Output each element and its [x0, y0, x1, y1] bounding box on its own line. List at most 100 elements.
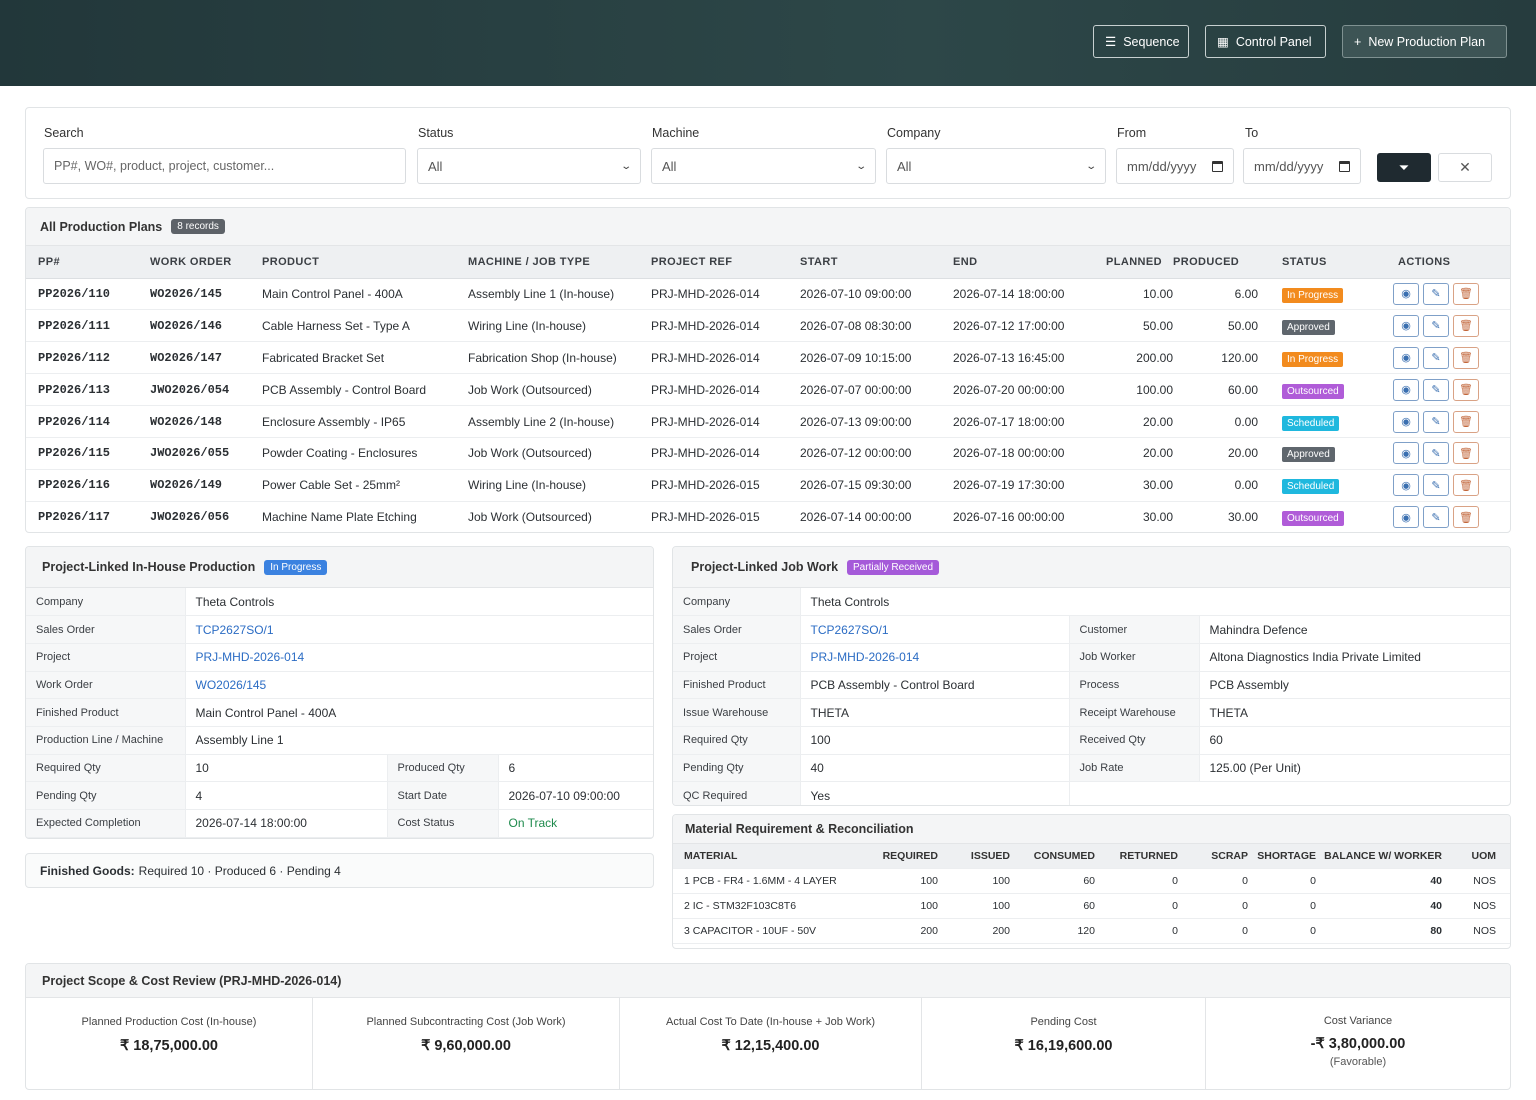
job-work-receipt-warehouse: THETA — [1199, 698, 1510, 727]
inhouse-status-badge: In Progress — [264, 559, 328, 575]
table-row: 2 IC - STM32F103C8T6 100 100 60 0 0 0 40 NOS — [673, 893, 1510, 919]
required-qty: 200 — [868, 918, 938, 944]
shortage-qty: 0 — [1248, 893, 1316, 919]
table-row[interactable]: PP2026/115 JWO2026/055 Powder Coating - En… — [26, 437, 1510, 470]
actions-cell: ◉ ✎ 🗑 — [1374, 309, 1510, 343]
shortage-qty: 0 — [1248, 918, 1316, 944]
table-row[interactable]: PP2026/114 WO2026/148 Enclosure Assembly -… — [26, 405, 1510, 438]
delete-button[interactable]: 🗑 — [1453, 378, 1479, 401]
start-date: 2026-07-10 09:00:00 — [800, 278, 953, 311]
col-issued: ISSUED — [938, 844, 1010, 869]
planned-qty: 30.00 — [1106, 501, 1173, 532]
table-row[interactable]: PP2026/112 WO2026/147 Fabricated Bracket S… — [26, 341, 1510, 375]
status-cell: Approved — [1258, 437, 1374, 470]
from-date-input[interactable]: mm/dd/yyyy — [1116, 148, 1234, 184]
product: Fabricated Bracket Set — [262, 341, 468, 375]
job-work-sales-order-link[interactable]: TCP2627SO/1 — [800, 615, 1069, 644]
delete-button[interactable]: 🗑 — [1453, 442, 1479, 465]
finished-goods-label: Finished Goods: — [40, 863, 135, 878]
table-row[interactable]: PP2026/117 JWO2026/056 Machine Name Plate … — [26, 501, 1510, 532]
view-button[interactable]: ◉ — [1393, 506, 1419, 529]
inhouse-work-order-link[interactable]: WO2026/145 — [185, 671, 653, 700]
edit-button[interactable]: ✎ — [1423, 506, 1449, 529]
detail-label: Finished Product — [26, 698, 186, 727]
inhouse-project-link[interactable]: PRJ-MHD-2026-014 — [185, 643, 653, 672]
table-row[interactable]: PP2026/116 WO2026/149 Power Cable Set - 25… — [26, 469, 1510, 502]
calendar-icon[interactable] — [1212, 160, 1223, 172]
uom: NOS — [1442, 918, 1510, 944]
detail-row: Finished Product PCB Assembly - Control B… — [673, 671, 1510, 700]
edit-button[interactable]: ✎ — [1423, 442, 1449, 465]
view-button[interactable]: ◉ — [1393, 410, 1419, 433]
detail-label: Sales Order — [26, 615, 186, 644]
view-button[interactable]: ◉ — [1393, 474, 1419, 497]
planned-qty: 100.00 — [1106, 373, 1173, 407]
search-input[interactable]: PP#, WO#, product, project, customer... — [43, 148, 406, 184]
status-cell: Scheduled — [1258, 405, 1374, 438]
edit-button[interactable]: ✎ — [1423, 378, 1449, 401]
edit-button[interactable]: ✎ — [1423, 410, 1449, 433]
produced-qty: 0.00 — [1173, 469, 1258, 502]
detail-label: Pending Qty — [26, 781, 186, 810]
job-work-customer: Mahindra Defence — [1199, 615, 1510, 644]
inhouse-cost-status: On Track — [498, 809, 653, 838]
machine-select[interactable]: All ⌄ — [651, 148, 876, 184]
new-production-plan-button[interactable]: + New Production Plan — [1342, 25, 1507, 58]
status-select[interactable]: All ⌄ — [417, 148, 641, 184]
sequence-button[interactable]: ☰ Sequence — [1093, 25, 1189, 58]
trash-icon: 🗑 — [1459, 288, 1473, 301]
view-button[interactable]: ◉ — [1393, 442, 1419, 465]
trash-icon: 🗑 — [1459, 384, 1473, 397]
inhouse-details-table: Company Theta Controls Sales Order TCP2627… — [26, 588, 653, 838]
edit-button[interactable]: ✎ — [1423, 314, 1449, 337]
col-produced: PRODUCED — [1173, 246, 1258, 279]
apply-filter-button[interactable]: ⏷ — [1377, 153, 1431, 182]
start-date: 2026-07-15 09:30:00 — [800, 469, 953, 502]
chevron-down-icon: ⌄ — [619, 160, 632, 172]
control-panel-button[interactable]: ▦ Control Panel — [1205, 25, 1326, 58]
project-ref: PRJ-MHD-2026-014 — [651, 309, 800, 343]
work-order: WO2026/147 — [150, 341, 262, 375]
to-date-input[interactable]: mm/dd/yyyy — [1243, 148, 1361, 184]
machine-job-type: Assembly Line 2 (In-house) — [468, 405, 651, 438]
material-name: 1 PCB - FR4 - 1.6MM - 4 LAYER — [673, 868, 868, 894]
actual-cost-to-date: Actual Cost To Date (In-house + Job Work… — [620, 997, 922, 1089]
edit-button[interactable]: ✎ — [1423, 474, 1449, 497]
delete-button[interactable]: 🗑 — [1453, 346, 1479, 369]
actions-cell: ◉ ✎ 🗑 — [1374, 405, 1510, 438]
table-row[interactable]: PP2026/110 WO2026/145 Main Control Panel -… — [26, 278, 1510, 311]
table-row[interactable]: PP2026/111 WO2026/146 Cable Harness Set - … — [26, 309, 1510, 343]
detail-row: Project PRJ-MHD-2026-014 — [26, 643, 653, 672]
required-qty: 100 — [868, 868, 938, 894]
edit-button[interactable]: ✎ — [1423, 282, 1449, 305]
view-button[interactable]: ◉ — [1393, 314, 1419, 337]
delete-button[interactable]: 🗑 — [1453, 474, 1479, 497]
issued-qty: 100 — [938, 868, 1010, 894]
eye-icon: ◉ — [1401, 416, 1411, 428]
company-select[interactable]: All ⌄ — [886, 148, 1106, 184]
end-date: 2026-07-16 00:00:00 — [953, 501, 1106, 532]
detail-label: Process — [1068, 671, 1200, 700]
table-row[interactable]: PP2026/113 JWO2026/054 PCB Assembly - Cont… — [26, 373, 1510, 407]
job-work-process: PCB Assembly — [1199, 671, 1510, 700]
delete-button[interactable]: 🗑 — [1453, 410, 1479, 433]
detail-row: Company Theta Controls — [673, 588, 1510, 617]
detail-label: Job Worker — [1068, 643, 1200, 672]
delete-button[interactable]: 🗑 — [1453, 506, 1479, 529]
view-button[interactable]: ◉ — [1393, 282, 1419, 305]
view-button[interactable]: ◉ — [1393, 378, 1419, 401]
status-cell: Scheduled — [1258, 469, 1374, 502]
edit-button[interactable]: ✎ — [1423, 346, 1449, 369]
inhouse-sales-order-link[interactable]: TCP2627SO/1 — [185, 615, 653, 644]
company-label: Company — [887, 126, 941, 140]
clear-filter-button[interactable]: ✕ — [1438, 153, 1492, 182]
job-work-project-link[interactable]: PRJ-MHD-2026-014 — [800, 643, 1069, 672]
col-pp: PP# — [26, 246, 150, 279]
view-button[interactable]: ◉ — [1393, 346, 1419, 369]
calendar-icon[interactable] — [1339, 160, 1350, 172]
produced-qty: 50.00 — [1173, 309, 1258, 343]
product: Main Control Panel - 400A — [262, 278, 468, 311]
delete-button[interactable]: 🗑 — [1453, 282, 1479, 305]
project-ref: PRJ-MHD-2026-014 — [651, 278, 800, 311]
delete-button[interactable]: 🗑 — [1453, 314, 1479, 337]
